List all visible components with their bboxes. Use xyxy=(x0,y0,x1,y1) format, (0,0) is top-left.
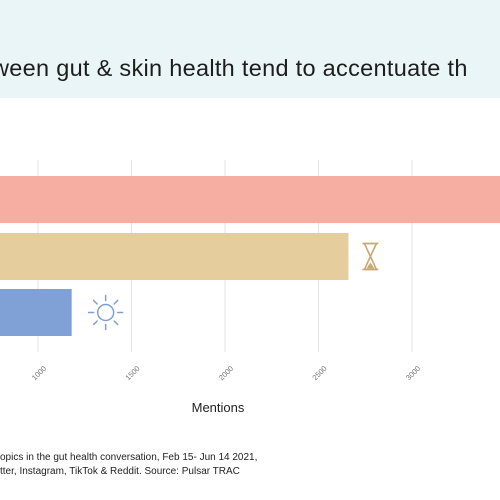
hourglass-icon xyxy=(362,242,379,271)
x-tick-label: 2000 xyxy=(217,364,235,382)
x-tick-label: 1000 xyxy=(30,364,48,382)
bar xyxy=(0,176,500,223)
x-axis-ticks: 1000 1500 2000 2500 3000 xyxy=(30,364,422,382)
x-tick-label: 3000 xyxy=(404,364,422,382)
bar xyxy=(0,233,349,280)
chart-title: ween gut & skin health tend to accentuat… xyxy=(0,55,468,81)
bar xyxy=(0,289,72,336)
sun-icon xyxy=(87,294,124,331)
x-tick-label: 2500 xyxy=(310,364,328,382)
footnote-line-2: tter, Instagram, TikTok & Reddit. Source… xyxy=(0,465,240,477)
x-axis-label: Mentions xyxy=(192,400,245,415)
bar-icons xyxy=(87,242,379,331)
footnote: opics in the gut health conversation, Fe… xyxy=(0,451,257,478)
bars xyxy=(0,176,500,336)
footnote-line-1: opics in the gut health conversation, Fe… xyxy=(0,452,258,463)
x-tick-label: 1500 xyxy=(123,364,141,382)
title-banner: ween gut & skin health tend to accentuat… xyxy=(0,0,500,98)
